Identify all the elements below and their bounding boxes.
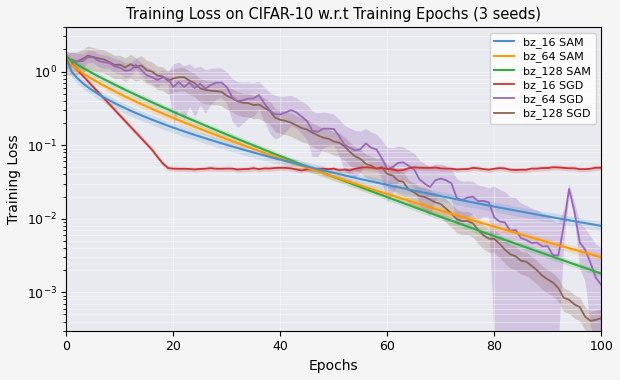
bz_16 SAM	[384, 183, 391, 187]
Line: bz_128 SAM: bz_128 SAM	[66, 57, 601, 274]
bz_128 SGD	[587, 318, 594, 323]
bz_128 SGD	[389, 173, 396, 178]
Title: Training Loss on CIFAR-10 w.r.t Training Epochs (3 seeds): Training Loss on CIFAR-10 w.r.t Training…	[126, 7, 541, 22]
bz_128 SAM	[598, 271, 605, 276]
bz_64 SAM	[437, 208, 445, 213]
bz_16 SGD	[197, 167, 204, 171]
bz_16 SGD	[442, 166, 450, 171]
bz_128 SGD	[598, 316, 605, 321]
bz_128 SAM	[464, 224, 471, 229]
bz_64 SAM	[598, 255, 605, 260]
bz_16 SAM	[197, 135, 204, 139]
Y-axis label: Training Loss: Training Loss	[7, 134, 21, 224]
bz_16 SGD	[469, 166, 477, 170]
Line: bz_16 SGD: bz_16 SGD	[66, 61, 601, 171]
bz_128 SAM	[63, 54, 70, 59]
bz_64 SAM	[63, 56, 70, 61]
bz_16 SGD	[384, 166, 391, 171]
bz_64 SGD	[314, 130, 321, 134]
bz_64 SGD	[105, 61, 113, 65]
bz_128 SAM	[384, 195, 391, 200]
bz_128 SGD	[469, 221, 477, 226]
bz_128 SGD	[442, 206, 450, 211]
bz_16 SAM	[598, 223, 605, 228]
bz_64 SAM	[384, 192, 391, 196]
bz_64 SAM	[197, 127, 204, 131]
bz_128 SGD	[202, 88, 209, 92]
bz_128 SGD	[63, 59, 70, 63]
bz_16 SGD	[100, 96, 108, 101]
bz_128 SGD	[314, 133, 321, 138]
bz_16 SAM	[464, 199, 471, 204]
bz_128 SAM	[309, 166, 316, 171]
Line: bz_128 SGD: bz_128 SGD	[66, 55, 601, 321]
Line: bz_64 SAM: bz_64 SAM	[66, 59, 601, 257]
bz_64 SGD	[389, 165, 396, 169]
bz_64 SGD	[598, 282, 605, 287]
bz_16 SGD	[394, 168, 402, 173]
bz_16 SGD	[309, 167, 316, 172]
bz_128 SAM	[100, 77, 108, 81]
bz_16 SAM	[309, 165, 316, 170]
Line: bz_64 SGD: bz_64 SGD	[66, 57, 601, 285]
X-axis label: Epochs: Epochs	[309, 359, 358, 373]
bz_128 SAM	[437, 214, 445, 219]
Line: bz_16 SAM: bz_16 SAM	[66, 59, 601, 226]
Legend: bz_16 SAM, bz_64 SAM, bz_128 SAM, bz_16 SGD, bz_64 SGD, bz_128 SGD: bz_16 SAM, bz_64 SAM, bz_128 SAM, bz_16 …	[490, 33, 596, 124]
bz_64 SAM	[100, 83, 108, 88]
bz_128 SAM	[197, 121, 204, 126]
bz_128 SGD	[84, 53, 92, 58]
bz_64 SGD	[63, 59, 70, 64]
bz_128 SGD	[105, 60, 113, 64]
bz_16 SAM	[63, 56, 70, 61]
bz_64 SAM	[309, 167, 316, 172]
bz_16 SAM	[100, 95, 108, 100]
bz_16 SGD	[598, 165, 605, 170]
bz_64 SGD	[202, 86, 209, 91]
bz_64 SAM	[464, 216, 471, 221]
bz_64 SGD	[84, 55, 92, 59]
bz_16 SAM	[437, 194, 445, 198]
bz_64 SGD	[469, 194, 477, 199]
bz_64 SGD	[442, 178, 450, 182]
bz_16 SGD	[63, 59, 70, 63]
